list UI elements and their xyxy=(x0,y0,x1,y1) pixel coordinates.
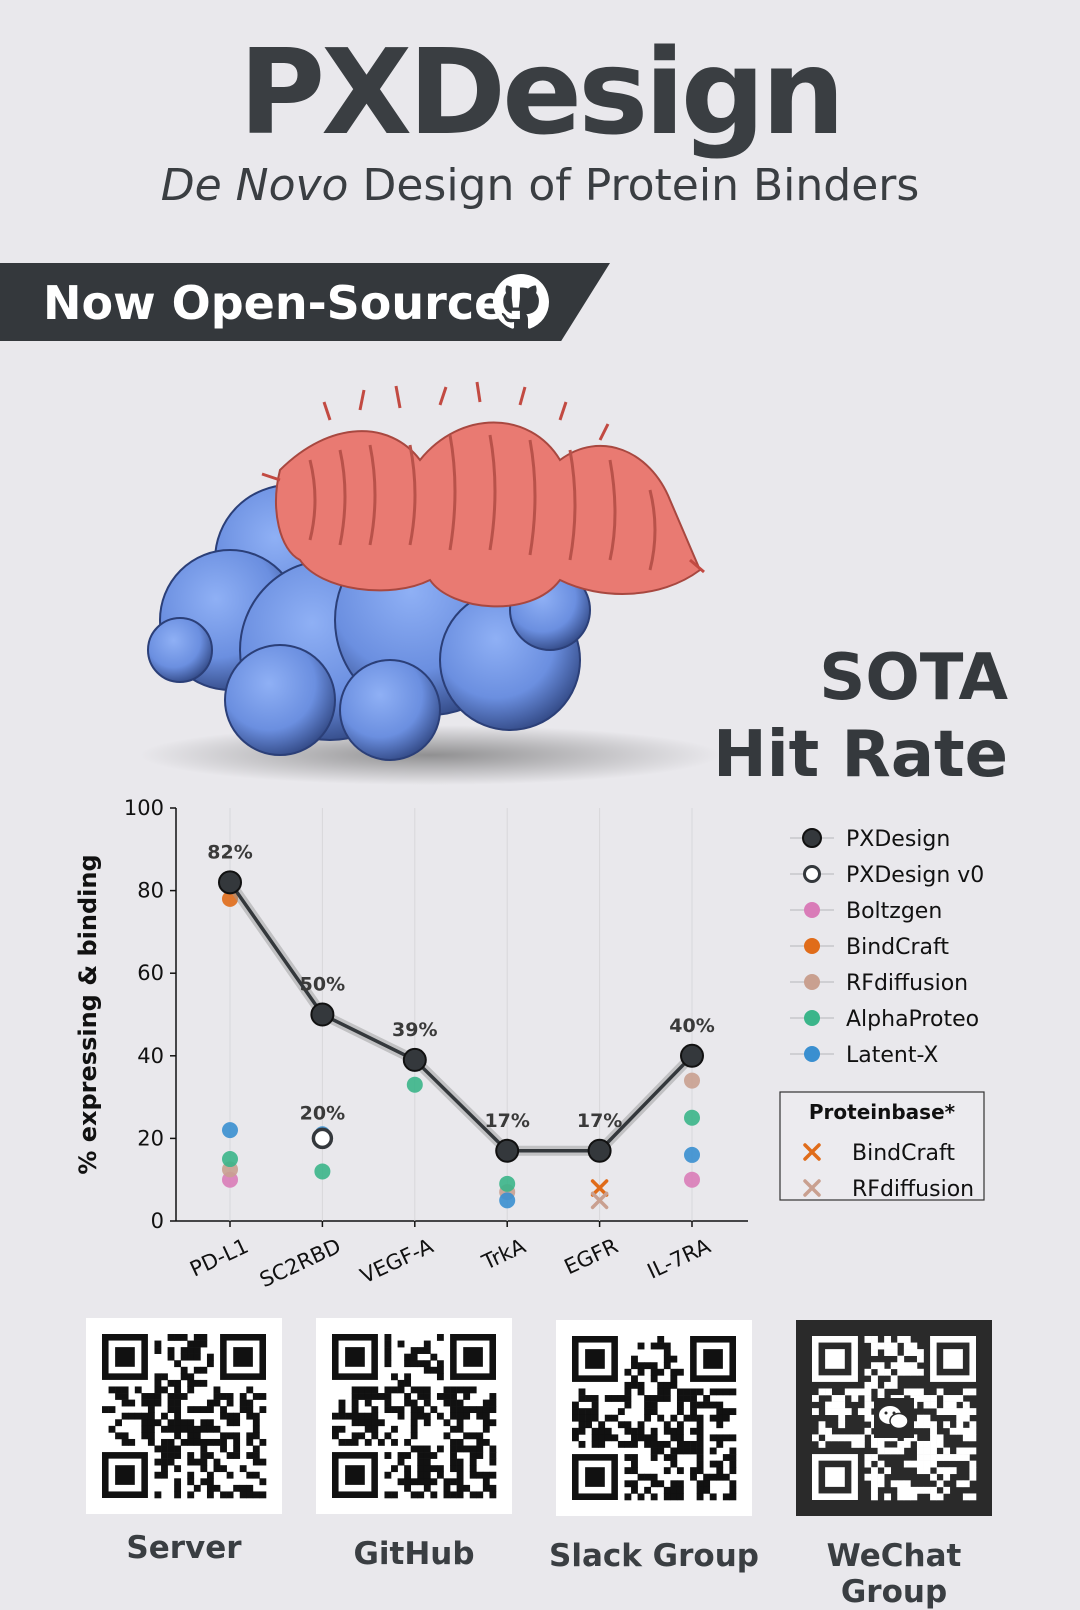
data-point-x xyxy=(590,1191,609,1210)
data-point xyxy=(314,1163,331,1180)
data-label: 17% xyxy=(577,1110,622,1132)
pxdesign-point xyxy=(495,1138,520,1163)
github-label[interactable]: GitHub xyxy=(353,1536,475,1572)
data-label: 39% xyxy=(392,1019,437,1041)
x-tick-label: TrkA xyxy=(478,1234,530,1275)
legend-marker xyxy=(803,865,821,883)
pxdesign-v0-point xyxy=(311,1127,334,1150)
pxdesign-point xyxy=(310,1002,335,1027)
y-tick-label: 20 xyxy=(137,1126,164,1150)
data-label: 20% xyxy=(300,1102,345,1124)
data-label: 82% xyxy=(207,841,252,863)
pxdesign-line xyxy=(228,881,694,1153)
wechat-qr-card[interactable] xyxy=(796,1320,992,1516)
pxdesign-point xyxy=(587,1138,612,1163)
legend-label: PXDesign v0 xyxy=(846,863,984,888)
slack-qr[interactable] xyxy=(556,1320,752,1516)
data-point xyxy=(684,1171,700,1188)
legend-marker xyxy=(804,974,820,990)
data-point xyxy=(684,1072,700,1089)
proteinbase-legend-box xyxy=(779,1091,985,1201)
data-point xyxy=(499,1175,516,1192)
y-axis-title: % expressing & binding xyxy=(74,854,102,1174)
legend-marker-x xyxy=(803,1143,821,1161)
banner-text: Now Open-Source! xyxy=(43,276,527,330)
legend-label: PXDesign xyxy=(846,827,950,852)
binder-helix-bundle xyxy=(275,421,702,608)
legend-label: RFdiffusion xyxy=(852,1177,974,1202)
x-tick-label: SC2RBD xyxy=(256,1234,345,1292)
legend-marker xyxy=(802,828,822,848)
slack-group-label[interactable]: Slack Group xyxy=(549,1538,759,1574)
legend-label: AlphaProteo xyxy=(846,1007,979,1032)
chart-legend: PXDesign PXDesign v0 Boltzgen BindCraft RFdi… xyxy=(779,827,985,1202)
data-point xyxy=(222,1151,238,1168)
data-label: 17% xyxy=(484,1110,529,1132)
legend-marker xyxy=(804,902,820,918)
hit-rate-chart: 0 20 40 60 80 100 PD-L1 SC2RBD VEGF-A TrkA EGFR IL-… xyxy=(74,796,985,1292)
y-tick-label: 60 xyxy=(137,961,164,985)
github-qr[interactable] xyxy=(316,1318,512,1514)
legend-marker xyxy=(804,1046,820,1062)
open-source-banner xyxy=(0,263,610,341)
x-tick-label: IL-7RA xyxy=(644,1234,715,1284)
data-point xyxy=(406,1076,423,1093)
legend-label: Boltzgen xyxy=(846,899,942,924)
y-tick-label: 100 xyxy=(124,796,164,820)
sota-tagline: SOTA Hit Rate xyxy=(713,640,1008,794)
server-qr-card[interactable] xyxy=(86,1318,282,1514)
legend-label: BindCraft xyxy=(846,935,949,960)
legend-marker xyxy=(804,1010,820,1026)
github-icon xyxy=(493,274,549,329)
data-point xyxy=(222,1122,238,1139)
poster-subtitle: De Novo Design of Protein Binders xyxy=(0,160,1080,213)
server-label[interactable]: Server xyxy=(126,1530,242,1566)
chart-series: 82% 50% 39% 17% 17% 40% 20% xyxy=(207,841,715,1210)
subtitle-italic: De Novo xyxy=(160,160,349,211)
poster-title: PXDesign xyxy=(238,23,846,161)
pxdesign-point xyxy=(680,1043,704,1068)
chart-axes: 0 20 40 60 80 100 PD-L1 SC2RBD VEGF-A TrkA EGFR IL-… xyxy=(74,796,748,1292)
legend-marker-x xyxy=(803,1179,821,1197)
wechat-icon xyxy=(874,1398,914,1438)
legend-label: Latent-X xyxy=(846,1043,938,1068)
helix-stripes xyxy=(308,434,657,571)
server-qr[interactable] xyxy=(86,1318,282,1514)
data-label: 40% xyxy=(669,1015,714,1037)
side-chain-sticks xyxy=(261,381,705,574)
y-tick-label: 80 xyxy=(137,879,164,903)
github-qr-card[interactable] xyxy=(316,1318,512,1514)
x-tick-label: VEGF-A xyxy=(357,1234,438,1289)
data-label: 50% xyxy=(300,974,345,996)
data-point xyxy=(499,1192,516,1209)
x-tick-label: PD-L1 xyxy=(186,1234,252,1282)
x-tick-label: EGFR xyxy=(561,1234,622,1280)
subtitle-rest: Design of Protein Binders xyxy=(348,160,920,211)
pxdesign-point xyxy=(402,1047,427,1072)
protein-binder-illustration xyxy=(140,381,720,785)
y-tick-label: 0 xyxy=(151,1209,164,1233)
legend-label: RFdiffusion xyxy=(846,971,968,996)
slack-qr-card[interactable] xyxy=(556,1320,752,1516)
y-tick-label: 40 xyxy=(137,1044,164,1068)
sota-line-2: Hit Rate xyxy=(713,717,1008,792)
sota-line-1: SOTA xyxy=(819,641,1008,715)
data-point xyxy=(684,1109,700,1126)
legend-label: BindCraft xyxy=(852,1141,955,1166)
proteinbase-title: Proteinbase* xyxy=(809,1100,956,1124)
wechat-group-label[interactable]: WeChat Group xyxy=(826,1538,962,1610)
data-point-x xyxy=(590,1179,609,1197)
pxdesign-point xyxy=(218,870,242,895)
legend-marker xyxy=(804,938,820,954)
data-point xyxy=(684,1146,700,1163)
